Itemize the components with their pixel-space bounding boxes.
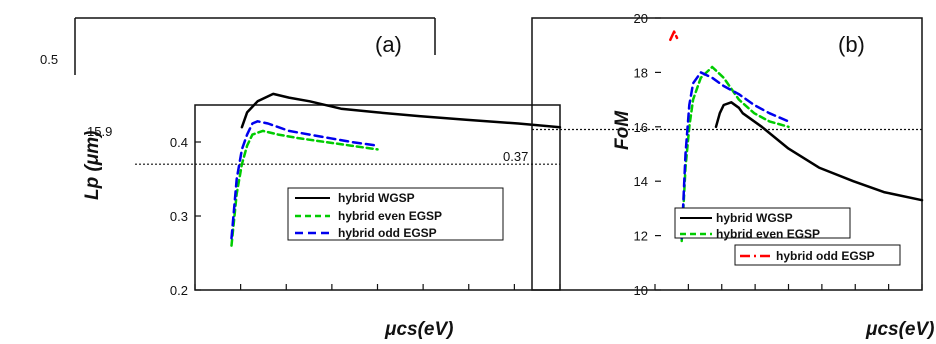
panel-a-legend-label-2: hybrid odd EGSP <box>338 226 437 240</box>
panel-a-legend-label-1: hybrid even EGSP <box>338 209 442 223</box>
y-tick-label: 18 <box>634 65 648 80</box>
y-tick-label: 0.3 <box>170 209 188 224</box>
panel-a-inset-tick-1: 15.9 <box>87 124 112 139</box>
panel-a-y-ticks: 0.2 0.3 0.4 <box>170 135 201 298</box>
panel-a-series <box>230 92 562 247</box>
series-line-hybrid-even-egsp <box>680 65 790 243</box>
panel-b-legend-label-0: hybrid WGSP <box>716 211 793 225</box>
panel-a-label: (a) <box>375 32 402 57</box>
y-tick-label: 20 <box>634 11 648 26</box>
panel-a-y-axis-title: Lp (μm) <box>82 131 103 201</box>
panel-a-x-axis-title: μcs(eV) <box>384 319 454 340</box>
series-line-hybrid-wgsp <box>240 92 562 129</box>
panel-b-y-axis-title: FoM <box>612 110 633 150</box>
panel-b-y-ticks: 10 12 14 16 18 20 <box>634 11 661 298</box>
series-line-hybrid-odd-egsp <box>680 71 790 240</box>
panel-b: 10 12 14 16 18 20 FoM μcs(eV) (b) hybrid WGSP… <box>531 11 935 340</box>
panel-b-legend-box-2 <box>734 244 901 266</box>
panel-b-plot-frame <box>531 17 923 291</box>
y-tick-label: 0.4 <box>170 135 188 150</box>
series-line-hybrid-wgsp <box>714 101 924 202</box>
panel-b-x-ticks <box>654 284 923 290</box>
panel-a-inset-tick-0: 0.5 <box>40 52 58 67</box>
series-line-hybrid-odd-egsp <box>669 30 680 42</box>
panel-a-legend-label-0: hybrid WGSP <box>338 191 415 205</box>
panel-a-reference-label: 0.37 <box>503 149 528 164</box>
panel-b-series <box>669 30 924 243</box>
y-tick-label: 14 <box>634 174 648 189</box>
panel-b-x-axis-title: μcs(eV) <box>865 319 935 340</box>
series-line-hybrid-odd-egsp <box>230 120 379 240</box>
panel-a-x-ticks <box>194 284 561 290</box>
y-tick-label: 10 <box>634 283 648 298</box>
panel-a-legend: hybrid WGSP hybrid even EGSP hybrid odd … <box>287 187 504 241</box>
panel-a: 0.5 15.9 0.37 0.20.30.4 Lp (μm) μcs(eV) … <box>40 17 562 340</box>
panel-b-legend-label-2: hybrid odd EGSP <box>776 249 875 263</box>
panel-a-legend-box <box>287 187 504 241</box>
y-tick-label: 16 <box>634 120 648 135</box>
y-tick-label: 0.2 <box>170 283 188 298</box>
panel-b-label: (b) <box>838 32 865 57</box>
y-tick-label: 12 <box>634 229 648 244</box>
panel-b-legend-label-1: hybrid even EGSP <box>716 227 820 241</box>
panel-b-legend: hybrid WGSP hybrid even EGSP hybrid odd … <box>674 207 901 266</box>
series-line-hybrid-even-egsp <box>230 129 379 247</box>
